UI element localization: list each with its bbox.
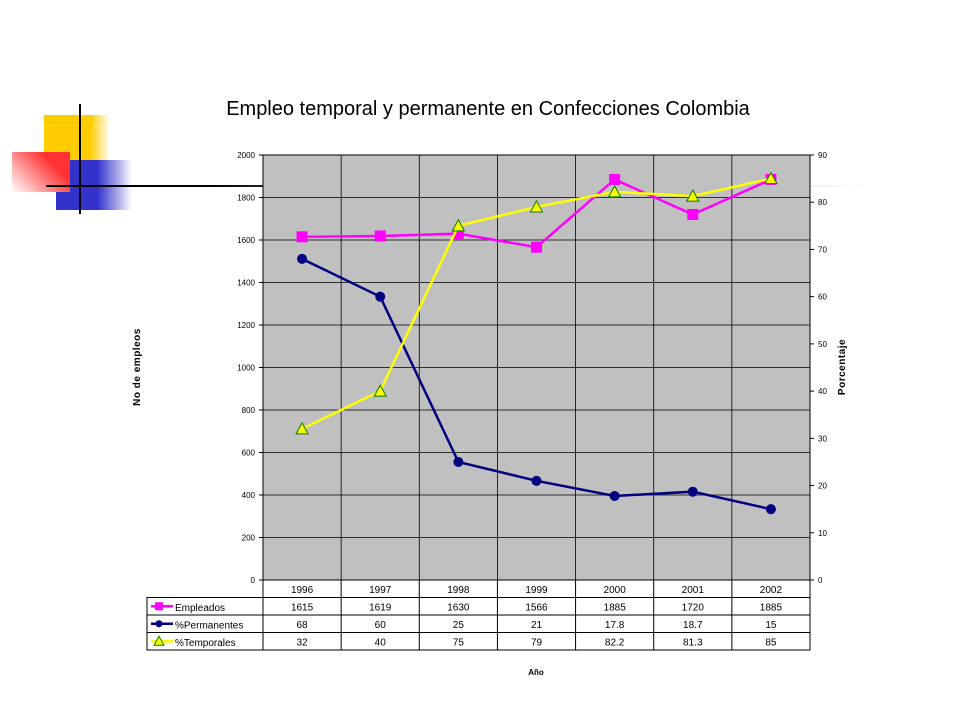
right-tick-label: 80 [818, 198, 827, 207]
data-point-triangle [529, 199, 544, 213]
data-point-triangle [295, 421, 309, 435]
data-point-square [609, 173, 621, 185]
data-point-triangle [685, 189, 700, 202]
right-tick-label: 10 [818, 529, 827, 538]
data-point-circle [609, 490, 620, 501]
data-point-circle [765, 504, 776, 515]
left-tick-label: 200 [242, 534, 256, 543]
table-cell-value: 68 [297, 620, 309, 631]
table-header-year: 2002 [760, 585, 783, 596]
table-cell-value: 79 [531, 638, 543, 649]
right-tick-label: 20 [818, 482, 827, 491]
data-point-square [531, 241, 542, 253]
data-point-square [296, 231, 308, 243]
chart-title: Empleo temporal y permanente en Confecci… [226, 98, 750, 120]
table-cell-value: 1619 [369, 603, 392, 614]
table-header-year: 1996 [291, 585, 314, 596]
table-cell-value: 21 [531, 620, 543, 631]
table-cell-value: 81.3 [683, 638, 703, 649]
table-cell-value: 1885 [604, 603, 627, 614]
left-tick-label: 1600 [237, 236, 255, 245]
table-cell-value: 15 [765, 620, 777, 631]
left-tick-label: 0 [251, 576, 256, 585]
table-cell-value: 1566 [525, 603, 548, 614]
left-tick-label: 400 [242, 491, 256, 500]
data-point-circle [375, 291, 386, 302]
data-point-triangle [764, 171, 778, 185]
x-axis-label: Año [528, 668, 544, 677]
left-tick-label: 1000 [237, 364, 255, 373]
data-point-triangle [451, 218, 466, 232]
right-tick-label: 50 [818, 340, 827, 349]
table-cell-value: 25 [453, 620, 465, 631]
table-cell-value: 85 [765, 638, 777, 649]
right-tick-label: 40 [818, 387, 827, 396]
table-header-year: 2001 [682, 585, 705, 596]
deco-vertical-line [79, 104, 81, 214]
left-tick-label: 1800 [237, 194, 255, 203]
table-cell-value: 18.7 [683, 620, 703, 631]
data-point-square [374, 230, 386, 242]
legend-series-name: %Temporales [175, 638, 236, 649]
table-cell-value: 40 [375, 638, 387, 649]
data-point-circle [687, 486, 698, 497]
table-cell-value: 1885 [760, 603, 783, 614]
legend-series-name: %Permanentes [175, 621, 243, 632]
left-tick-label: 1200 [237, 321, 255, 330]
left-tick-label: 1400 [237, 279, 255, 288]
right-axis-label: Porcentaje [837, 339, 848, 395]
table-header-year: 1998 [447, 585, 470, 596]
data-point-circle [531, 475, 542, 486]
right-tick-label: 30 [818, 434, 827, 443]
table-header-year: 1999 [525, 585, 548, 596]
data-point-triangle [373, 384, 388, 397]
table-cell-value: 75 [453, 638, 465, 649]
data-point-triangle [607, 184, 622, 198]
right-tick-label: 90 [818, 151, 827, 160]
legend-series-name: Empleados [175, 603, 225, 614]
data-point-square [687, 209, 699, 220]
right-tick-label: 0 [818, 576, 823, 585]
data-point-circle [297, 253, 308, 264]
left-axis-label: No de empleos [132, 328, 143, 406]
left-tick-label: 800 [242, 406, 256, 415]
table-cell-value: 82.2 [605, 638, 625, 649]
table-cell-value: 1615 [291, 603, 314, 614]
left-tick-label: 600 [242, 449, 256, 458]
table-header-year: 1997 [369, 585, 392, 596]
data-point-circle [453, 456, 464, 467]
table-header-year: 2000 [604, 585, 627, 596]
table-cell-value: 17.8 [605, 620, 625, 631]
right-tick-label: 70 [818, 245, 827, 254]
legend-key-triangle [153, 635, 165, 646]
table-cell-value: 32 [297, 638, 309, 649]
table-cell-value: 1630 [447, 603, 470, 614]
table-cell-value: 1720 [682, 603, 705, 614]
table-cell-value: 60 [375, 620, 387, 631]
right-tick-label: 60 [818, 293, 827, 302]
legend-key-circle [155, 620, 163, 628]
legend-key-square [155, 602, 163, 611]
left-tick-label: 2000 [237, 151, 255, 160]
